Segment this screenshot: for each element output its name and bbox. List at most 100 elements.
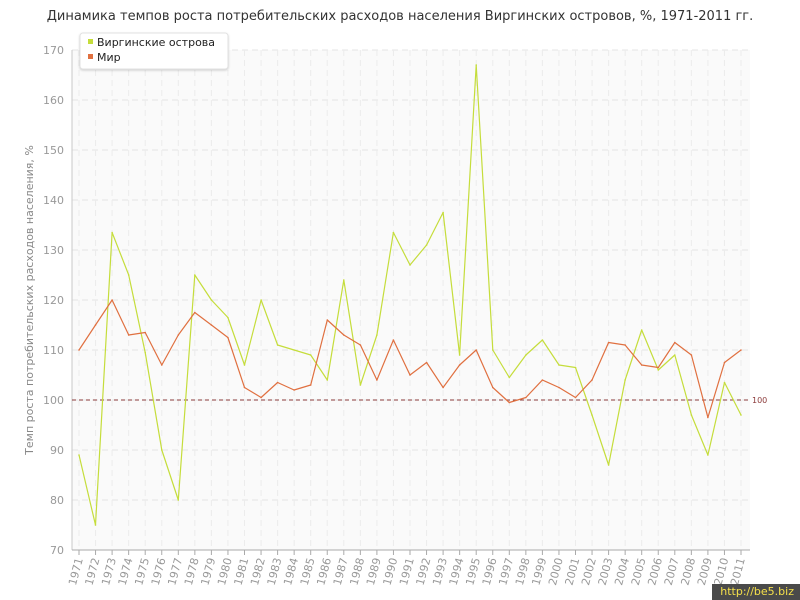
data-point <box>293 389 295 391</box>
reference-line-label: 100 <box>752 396 767 405</box>
data-point <box>508 401 511 404</box>
data-point <box>541 339 544 341</box>
data-point <box>309 354 312 356</box>
legend-swatch-virgin-islands <box>88 39 93 44</box>
legend[interactable]: Виргинские острова Мир <box>79 32 229 70</box>
data-point <box>425 361 428 364</box>
data-point <box>376 379 378 381</box>
y-tick-label: 70 <box>50 544 64 557</box>
watermark-link[interactable]: http://be5.biz <box>712 584 800 600</box>
data-point <box>591 379 593 381</box>
data-point <box>690 354 693 356</box>
legend-label-world[interactable]: Мир <box>97 51 121 64</box>
data-point <box>210 299 213 301</box>
data-point <box>177 334 180 336</box>
data-point <box>409 374 411 376</box>
data-point <box>674 354 676 356</box>
data-point <box>591 414 593 416</box>
data-point <box>111 231 113 234</box>
data-point <box>359 384 362 386</box>
data-point <box>326 379 329 381</box>
data-point <box>94 324 97 326</box>
data-point <box>309 384 312 386</box>
grid <box>72 49 750 550</box>
data-point <box>260 299 262 301</box>
data-point <box>161 364 163 366</box>
data-point <box>144 331 146 334</box>
y-tick-label: 150 <box>43 144 64 157</box>
data-point <box>442 211 444 214</box>
data-point <box>177 499 180 501</box>
data-point <box>508 376 511 379</box>
data-point <box>740 414 742 416</box>
data-point <box>376 334 378 336</box>
data-point <box>607 464 610 466</box>
legend-label-virgin-islands[interactable]: Виргинские острова <box>97 36 215 49</box>
y-tick-label: 80 <box>50 494 64 507</box>
data-point <box>161 449 163 451</box>
y-tick-label: 120 <box>43 294 64 307</box>
data-point <box>210 324 213 326</box>
data-point <box>541 379 544 381</box>
data-point <box>607 341 610 344</box>
data-point <box>458 364 461 366</box>
data-point <box>144 351 146 354</box>
data-point <box>492 349 494 351</box>
y-tick-label: 100 <box>43 394 64 407</box>
data-point <box>492 386 494 389</box>
y-tick-label: 130 <box>43 244 64 257</box>
data-point <box>525 354 527 356</box>
data-point <box>293 349 295 351</box>
y-tick-label: 90 <box>50 444 64 457</box>
data-point <box>227 316 229 319</box>
data-point <box>723 381 726 384</box>
data-point <box>525 396 527 399</box>
data-point <box>574 366 577 369</box>
data-point <box>127 334 130 336</box>
data-point <box>475 64 478 66</box>
data-point <box>392 339 395 341</box>
data-point <box>640 364 643 366</box>
data-point <box>343 279 345 281</box>
data-point <box>723 361 726 364</box>
data-point <box>707 416 709 419</box>
y-tick-label: 160 <box>43 94 64 107</box>
data-point <box>260 396 262 399</box>
data-point <box>78 454 80 456</box>
data-point <box>243 364 246 366</box>
data-point <box>740 349 742 351</box>
y-tick-label: 140 <box>43 194 64 207</box>
data-point <box>276 344 279 346</box>
data-point <box>657 366 660 369</box>
data-point <box>657 369 660 371</box>
data-point <box>359 344 362 346</box>
data-point <box>558 364 560 366</box>
series-group <box>78 64 742 526</box>
data-point <box>392 231 395 234</box>
data-point <box>458 354 461 356</box>
data-point <box>194 311 196 314</box>
y-tick-label: 110 <box>43 344 64 357</box>
data-point <box>674 341 676 344</box>
x-tick-label: 2011 <box>728 556 748 586</box>
data-point <box>343 334 345 336</box>
data-point <box>690 414 693 416</box>
data-point <box>574 396 577 399</box>
data-point <box>442 386 444 389</box>
data-point <box>425 244 428 246</box>
data-point <box>475 349 478 351</box>
data-point <box>624 344 626 346</box>
data-point <box>111 299 113 301</box>
data-point <box>127 274 130 276</box>
data-point <box>276 381 279 384</box>
y-axis-title: Темп роста потребительских расходов насе… <box>23 145 36 456</box>
data-point <box>409 264 411 266</box>
legend-box <box>79 32 229 70</box>
data-point <box>243 386 246 389</box>
reference-line-group: 100 <box>72 396 767 405</box>
data-point <box>227 336 229 339</box>
data-point <box>640 329 643 331</box>
legend-swatch-world <box>88 54 93 59</box>
data-point <box>558 386 560 389</box>
